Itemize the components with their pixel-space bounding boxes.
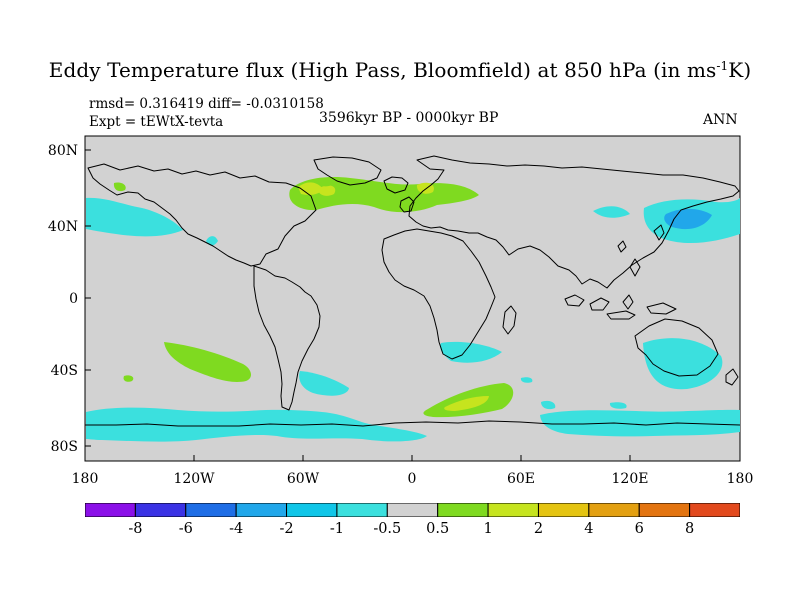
colorbar-box [85, 503, 136, 517]
small-positive-anomaly-patch [123, 375, 134, 382]
coastline-sulawesi [622, 294, 634, 310]
colorbar-label: -1 [329, 521, 344, 537]
coastlines [84, 155, 741, 427]
colorbar-box [638, 503, 691, 517]
north-atlantic-strong-positive-anomaly [298, 182, 323, 195]
coastline-british-isles [399, 196, 415, 213]
coastline-eurasia [408, 155, 740, 289]
coastline-north-america [87, 163, 317, 267]
colorbar-box [537, 503, 590, 517]
latitude-axis: 80N 40N 0 40S 80S [48, 143, 91, 455]
lon-label-180-east: 180 [727, 471, 754, 487]
coastline-borneo [589, 297, 610, 311]
australia-negative-anomaly [643, 338, 723, 390]
colorbar-box [588, 503, 640, 517]
coastline-philippines [629, 258, 641, 277]
lat-label-40n: 40N [48, 219, 78, 235]
east-asia-negative-anomaly [593, 206, 630, 218]
longitude-axis: 180 120W 60W 0 60E 120E 180 [72, 455, 754, 487]
coastline-new-zealand [725, 368, 739, 386]
colorbar-label: 8 [684, 521, 695, 537]
colorbar-label: -6 [178, 521, 193, 537]
coastline-africa [381, 228, 496, 360]
lon-label-120w: 120W [173, 471, 215, 487]
coastline-sumatra [564, 294, 585, 307]
colorbar-box [386, 503, 439, 517]
colorbar-box [286, 503, 338, 517]
colorbar-label: 2 [533, 521, 544, 537]
period-label: 3596kyr BP - 0000kyr BP [319, 110, 499, 126]
south-america-negative-anomaly [299, 371, 349, 396]
title-tail: K) [728, 58, 752, 82]
lon-label-120e: 120E [612, 471, 649, 487]
coastline-iceland [383, 176, 409, 194]
colorbar-box [437, 503, 489, 517]
lat-label-80n: 80N [48, 143, 78, 159]
lat-label-80s: 80S [51, 439, 78, 455]
colorbar [85, 503, 740, 517]
colorbar-label: 6 [634, 521, 644, 537]
title-superscript: -1 [716, 59, 729, 73]
lon-label-60e: 60E [507, 471, 535, 487]
north-atlantic-strong-positive-anomaly [318, 185, 336, 196]
north-pacific-negative-anomaly [86, 197, 183, 237]
colorbar-boxes [85, 503, 740, 517]
map-panel: 80N 40N 0 40S 80S 180 120W 60W 0 60E 120… [48, 135, 754, 487]
lon-label-60w: 60W [287, 471, 320, 487]
colorbar-label: 0.5 [426, 521, 450, 537]
colorbar-label: -0.5 [373, 521, 402, 537]
colorbar-box [134, 503, 187, 517]
coastline-taiwan [617, 240, 627, 253]
small-positive-anomaly-patch [113, 182, 126, 192]
colorbar-label: 4 [584, 521, 594, 537]
title-main: Eddy Temperature flux (High Pass, Bloomf… [48, 58, 717, 82]
colorbar-box [185, 503, 237, 517]
small-negative-anomaly-patch [609, 402, 627, 409]
coastline-south-america [253, 265, 321, 411]
experiment-label: Expt = tEWtX-tevta [89, 114, 224, 130]
colorbar-box [689, 503, 740, 517]
small-negative-anomaly-patch [520, 377, 533, 383]
small-negative-anomaly-patch [206, 236, 218, 246]
colorbar-box [336, 503, 388, 517]
coastline-australia [634, 318, 719, 377]
colorbar-label: -8 [128, 521, 143, 537]
south-pacific-positive-anomaly [164, 342, 252, 382]
colorbar-label: 1 [483, 521, 493, 537]
coastline-antarctica [84, 420, 741, 427]
lon-label-180-west: 180 [72, 471, 99, 487]
southern-ocean-east-negative-anomaly [540, 409, 740, 437]
southern-ocean-strong-positive-anomaly [444, 396, 489, 411]
season-label: ANN [703, 112, 738, 128]
north-pacific-strong-negative-anomaly [664, 208, 712, 230]
map-title: Eddy Temperature flux (High Pass, Bloomf… [0, 58, 800, 82]
colorbar-box [487, 503, 539, 517]
rmsd-diff-text: rmsd= 0.316419 diff= -0.0310158 [89, 96, 324, 112]
coastline-new-guinea [646, 302, 677, 315]
colorbar-box [235, 503, 288, 517]
lat-label-40s: 40S [51, 363, 78, 379]
small-positive-anomaly-patch [318, 178, 333, 187]
coastline-japan [653, 224, 665, 241]
lat-label-0: 0 [69, 291, 78, 307]
coastline-java [606, 310, 636, 320]
small-negative-anomaly-patch [541, 400, 556, 410]
coastline-greenland [313, 156, 382, 186]
colorbar-label: -2 [279, 521, 294, 537]
coastline-madagascar [502, 305, 517, 335]
colorbar-label: -4 [229, 521, 244, 537]
lon-label-0: 0 [408, 471, 417, 487]
